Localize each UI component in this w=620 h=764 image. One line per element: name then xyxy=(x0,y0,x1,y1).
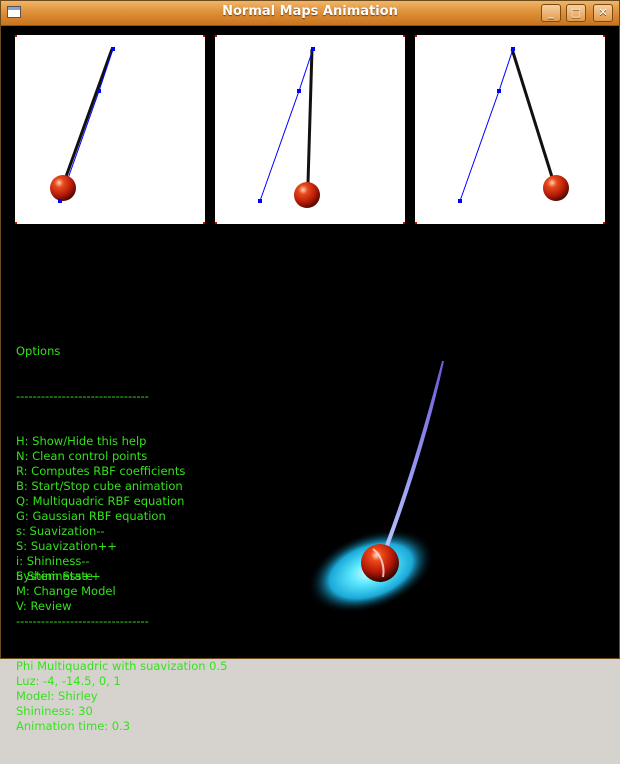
pendulum-rope xyxy=(385,361,444,546)
state-line: Shininess: 30 xyxy=(16,704,93,718)
keyframe-view-1[interactable] xyxy=(15,35,205,224)
title-bar[interactable]: Normal Maps Animation _ □ ✕ xyxy=(1,1,619,26)
control-point[interactable] xyxy=(258,199,262,203)
control-point[interactable] xyxy=(97,89,101,93)
app-window: Normal Maps Animation _ □ ✕ xyxy=(0,0,620,733)
system-state-separator: -------------------------------- xyxy=(16,614,149,628)
option-line: i: Shininess-- xyxy=(16,554,90,568)
system-state-list: Phi Multiquadric with suavization 0.5 Luz… xyxy=(16,659,227,734)
maximize-button[interactable]: □ xyxy=(566,4,586,22)
window-icon[interactable] xyxy=(7,6,21,18)
options-panel: Options --------------------------------… xyxy=(16,314,185,644)
pendulum-ball xyxy=(294,182,320,208)
control-point[interactable] xyxy=(458,199,462,203)
option-line: s: Suavization-- xyxy=(16,524,105,538)
control-point[interactable] xyxy=(297,89,301,93)
system-state-heading: System State xyxy=(16,569,93,583)
option-line: G: Gaussian RBF equation xyxy=(16,509,166,523)
option-line: B: Start/Stop cube animation xyxy=(16,479,183,493)
keyframe-view-3-canvas[interactable] xyxy=(415,35,605,224)
pendulum-ball xyxy=(50,175,76,201)
control-point[interactable] xyxy=(511,47,515,51)
state-line: Luz: -4, -14.5, 0, 1 xyxy=(16,674,121,688)
option-line: I: Shininess++ xyxy=(16,569,101,583)
option-line: M: Change Model xyxy=(16,584,116,598)
keyframe-view-2[interactable] xyxy=(215,35,405,224)
option-line: H: Show/Hide this help xyxy=(16,434,147,448)
options-separator: -------------------------------- xyxy=(16,389,149,403)
pendulum-ball xyxy=(543,175,569,201)
pendulum-ball-3d xyxy=(361,544,399,582)
options-heading: Options xyxy=(16,344,61,358)
keyframe-view-2-canvas[interactable] xyxy=(215,35,405,224)
options-list: H: Show/Hide this help N: Clean control p… xyxy=(16,434,185,614)
option-line: Q: Multiquadric RBF equation xyxy=(16,494,185,508)
state-line: Model: Shirley xyxy=(16,689,98,703)
system-state-panel: System State ---------------------------… xyxy=(16,539,227,764)
minimize-button[interactable]: _ xyxy=(541,4,561,22)
option-line: R: Computes RBF coefficients xyxy=(16,464,186,478)
control-point[interactable] xyxy=(111,47,115,51)
minimize-icon: _ xyxy=(548,6,554,19)
keyframe-view-1-canvas[interactable] xyxy=(15,35,205,224)
option-line: N: Clean control points xyxy=(16,449,148,463)
keyframe-view-3[interactable] xyxy=(415,35,605,224)
control-point[interactable] xyxy=(311,47,315,51)
control-point[interactable] xyxy=(497,89,501,93)
render-viewport[interactable] xyxy=(301,341,481,621)
option-line: S: Suavization++ xyxy=(16,539,117,553)
window-title: Normal Maps Animation xyxy=(222,4,398,19)
option-line: V: Review xyxy=(16,599,72,613)
state-line: Animation time: 0.3 xyxy=(16,719,131,733)
maximize-icon: □ xyxy=(570,6,582,19)
control-point[interactable] xyxy=(58,199,62,203)
close-icon: ✕ xyxy=(598,6,608,19)
close-button[interactable]: ✕ xyxy=(593,4,613,22)
state-line: Phi Multiquadric with suavization 0.5 xyxy=(16,659,228,673)
